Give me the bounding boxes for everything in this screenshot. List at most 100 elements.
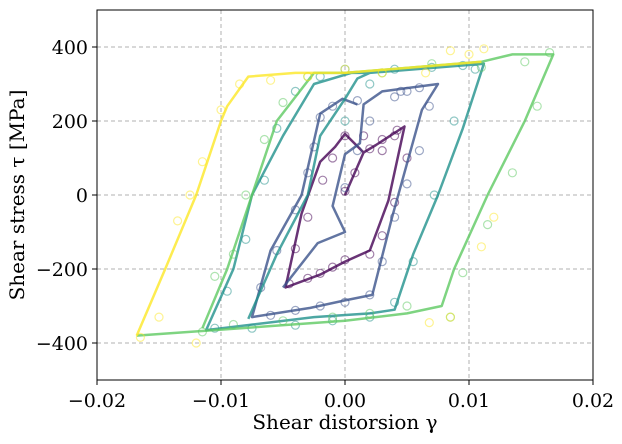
data-point [328, 153, 338, 163]
data-point [402, 301, 412, 311]
data-point [328, 101, 338, 111]
data-point [315, 301, 325, 311]
x-tick-label: −0.02 [68, 390, 126, 412]
data-point [458, 60, 468, 71]
data-point [424, 318, 434, 328]
x-tick-label: 0.01 [448, 390, 490, 412]
data-point [290, 305, 300, 315]
series-line [136, 53, 555, 337]
data-point [544, 47, 555, 58]
data-point [520, 57, 530, 67]
data-point [390, 92, 400, 102]
data-point [365, 308, 375, 318]
data-point [390, 212, 400, 222]
data-point [350, 168, 360, 178]
series-line [135, 60, 482, 337]
data-point [402, 179, 412, 189]
x-tick-label: 0.02 [572, 390, 614, 412]
data-point [266, 75, 276, 85]
data-point [396, 86, 406, 97]
data-point [377, 68, 387, 78]
data-point [303, 71, 313, 82]
data-point [340, 255, 350, 265]
data-point [154, 312, 164, 322]
data-point [470, 64, 480, 74]
data-point [427, 59, 437, 69]
data-point [259, 134, 269, 145]
data-point [340, 64, 350, 74]
data-point [489, 212, 499, 222]
data-point [365, 249, 375, 259]
data-point [352, 146, 362, 156]
data-point [476, 242, 486, 252]
data-point [197, 327, 207, 337]
data-point [445, 312, 455, 322]
data-point [483, 220, 493, 230]
data-point [377, 146, 387, 156]
data-point [340, 116, 350, 126]
data-point [197, 157, 207, 167]
series-5 [135, 44, 499, 348]
data-point [392, 125, 402, 135]
data-point [259, 175, 269, 185]
data-point [424, 101, 434, 111]
data-point [216, 105, 226, 115]
y-tick-label: 200 [52, 111, 88, 133]
series-2 [250, 82, 440, 320]
y-tick-label: −400 [36, 333, 88, 355]
data-point [210, 323, 220, 333]
x-tick-label: 0.00 [324, 390, 366, 412]
data-point [340, 297, 350, 307]
data-point [414, 83, 424, 93]
data-point [340, 186, 350, 196]
data-point [414, 146, 424, 156]
x-axis-label: Shear distorsion γ [252, 410, 437, 434]
data-point [352, 95, 362, 106]
y-tick-label: −200 [36, 259, 88, 281]
y-axis-label: Shear stress τ [MPa] [5, 90, 29, 301]
data-point [241, 190, 251, 200]
data-point [390, 131, 400, 141]
data-point [445, 46, 455, 56]
data-point [532, 101, 542, 111]
data-point [222, 286, 232, 296]
data-point [449, 116, 459, 126]
y-tick-label: 400 [52, 37, 88, 59]
data-point [340, 183, 350, 193]
data-point [408, 257, 418, 267]
data-point [365, 144, 375, 154]
data-point [266, 310, 276, 320]
data-point [318, 175, 328, 185]
data-point [235, 79, 245, 89]
series-line [250, 82, 440, 319]
data-point [377, 134, 387, 145]
series-layer [135, 44, 555, 348]
data-point [315, 268, 325, 278]
data-point [290, 244, 300, 254]
data-point [458, 268, 468, 278]
data-point [476, 62, 486, 73]
data-point [228, 249, 238, 259]
y-tick-label: 0 [76, 185, 88, 207]
data-point [278, 97, 288, 108]
data-point [303, 273, 313, 283]
data-point [191, 338, 201, 348]
data-point [228, 319, 238, 330]
data-point [365, 290, 375, 300]
data-point [390, 297, 400, 307]
data-point [421, 68, 431, 78]
data-point [315, 112, 325, 122]
data-point [241, 234, 251, 244]
data-point [303, 212, 313, 222]
data-point [365, 116, 375, 126]
axis-ticks: −0.02 −0.01 0.00 0.01 0.02 −400 −200 0 200 400 [36, 37, 614, 412]
data-point [328, 262, 338, 272]
data-point [464, 49, 474, 60]
series-line [284, 125, 406, 289]
data-point [377, 257, 387, 267]
data-point [402, 86, 412, 97]
data-point [365, 79, 375, 89]
data-point [278, 316, 288, 326]
data-point [507, 168, 518, 178]
